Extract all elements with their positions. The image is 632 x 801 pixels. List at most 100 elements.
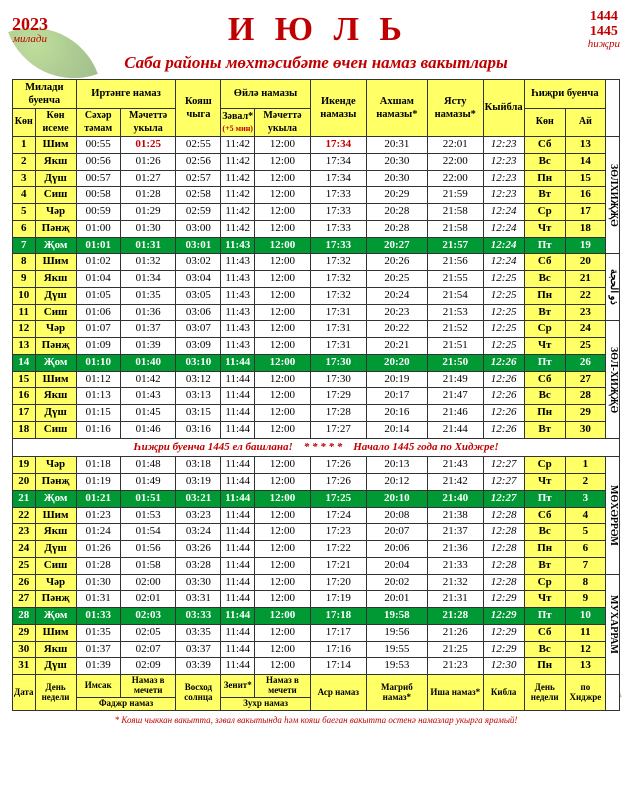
cell-time: 12:29 (483, 624, 524, 641)
cell-time: 21:32 (427, 574, 483, 591)
cell-time: 17:31 (310, 338, 366, 355)
cell-time: 17:25 (310, 490, 366, 507)
cell-day: 21 (13, 490, 36, 507)
table-row: 13Пәнҗ01:0901:3903:0911:4312:0017:3120:2… (13, 338, 620, 355)
year-hijri-1: 1444 (588, 10, 620, 25)
cell-time: 12:26 (483, 388, 524, 405)
f-c3: Имсак (76, 675, 120, 698)
cell-time: 12:00 (255, 574, 311, 591)
cell-time: 01:26 (76, 541, 120, 558)
cell-time: 20:10 (366, 490, 427, 507)
cell-time: 20:20 (366, 354, 427, 371)
cell-dow: Шим (35, 624, 76, 641)
cell-time: 11:43 (221, 321, 255, 338)
cell-time: 11:44 (221, 457, 255, 474)
cell-time: 11:43 (221, 237, 255, 254)
cell-dow: Якш (35, 524, 76, 541)
cell-time: 21:50 (427, 354, 483, 371)
cell-time: 19:56 (366, 624, 427, 641)
cell-dow: Чәр (35, 321, 76, 338)
cell-time: 12:00 (255, 541, 311, 558)
cell-time: 21:38 (427, 507, 483, 524)
cell-dow: Якш (35, 641, 76, 658)
cell-day: 30 (13, 641, 36, 658)
cell-time: 11:43 (221, 271, 255, 288)
col-grp-fajr: Иртәнге намаз (76, 79, 176, 108)
cell-time: 17:24 (310, 507, 366, 524)
table-row: 12Чәр01:0701:3703:0711:4312:0017:3120:22… (13, 321, 620, 338)
cell-time: 01:42 (120, 371, 176, 388)
cell-time: 17:33 (310, 220, 366, 237)
cell-time: 11:44 (221, 557, 255, 574)
cell-hdow: Вт (524, 557, 565, 574)
cell-time: 12:27 (483, 490, 524, 507)
cell-time: 01:21 (76, 490, 120, 507)
table-row: 25Сиш01:2801:5803:2811:4412:0017:2120:04… (13, 557, 620, 574)
cell-time: 21:40 (427, 490, 483, 507)
cell-hdow: Ср (524, 457, 565, 474)
cell-time: 03:06 (176, 304, 221, 321)
cell-time: 00:55 (76, 137, 120, 154)
cell-time: 20:12 (366, 474, 427, 491)
cell-hday: 15 (565, 170, 605, 187)
side-month-label: МӨХӘРРӘМ (606, 457, 620, 574)
cell-time: 02:56 (176, 153, 221, 170)
cell-time: 12:24 (483, 220, 524, 237)
cell-time: 17:33 (310, 237, 366, 254)
f-c5: Восход солнца (176, 675, 221, 711)
cell-time: 20:23 (366, 304, 427, 321)
cell-time: 12:23 (483, 137, 524, 154)
col-dow: Көн исеме (35, 109, 76, 137)
cell-time: 11:44 (221, 388, 255, 405)
cell-hday: 11 (565, 624, 605, 641)
cell-time: 11:42 (221, 220, 255, 237)
cell-time: 12:00 (255, 388, 311, 405)
cell-time: 03:01 (176, 237, 221, 254)
cell-time: 12:00 (255, 557, 311, 574)
cell-time: 22:00 (427, 153, 483, 170)
cell-hday: 7 (565, 557, 605, 574)
cell-time: 12:28 (483, 524, 524, 541)
cell-time: 20:02 (366, 574, 427, 591)
cell-time: 12:00 (255, 153, 311, 170)
cell-time: 20:14 (366, 421, 427, 438)
cell-time: 01:58 (120, 557, 176, 574)
cell-hday: 4 (565, 507, 605, 524)
cell-dow: Пәнҗ (35, 220, 76, 237)
cell-time: 01:37 (120, 321, 176, 338)
cell-time: 21:59 (427, 187, 483, 204)
cell-time: 11:44 (221, 421, 255, 438)
table-row: 3Дүш00:5701:2702:5711:4212:0017:3420:302… (13, 170, 620, 187)
f-c4: Намаз в мечети (120, 675, 176, 698)
cell-time: 12:00 (255, 474, 311, 491)
cell-hdow: Вс (524, 641, 565, 658)
prayer-times-table: Милади буенча Иртәнге намаз Кояш чыга Өй… (12, 79, 620, 711)
cell-hday: 10 (565, 608, 605, 625)
cell-hday: 26 (565, 354, 605, 371)
cell-time: 20:06 (366, 541, 427, 558)
cell-day: 16 (13, 388, 36, 405)
cell-dow: Якш (35, 388, 76, 405)
cell-time: 17:31 (310, 304, 366, 321)
cell-time: 21:58 (427, 204, 483, 221)
cell-time: 11:44 (221, 405, 255, 422)
cell-time: 01:30 (76, 574, 120, 591)
cell-dow: Дүш (35, 287, 76, 304)
cell-day: 7 (13, 237, 36, 254)
cell-time: 01:15 (76, 405, 120, 422)
col-side (606, 79, 620, 136)
cell-hdow: Чт (524, 220, 565, 237)
cell-time: 20:26 (366, 254, 427, 271)
cell-time: 12:00 (255, 321, 311, 338)
cell-time: 17:14 (310, 658, 366, 675)
cell-hday: 9 (565, 591, 605, 608)
cell-time: 20:19 (366, 371, 427, 388)
cell-dow: Дүш (35, 541, 76, 558)
cell-time: 11:44 (221, 658, 255, 675)
col-grp-miladi: Милади буенча (13, 79, 77, 108)
cell-time: 20:28 (366, 220, 427, 237)
col-hdow: Көн (524, 109, 565, 137)
cell-time: 12:29 (483, 591, 524, 608)
cell-dow: Сиш (35, 557, 76, 574)
cell-time: 01:56 (120, 541, 176, 558)
